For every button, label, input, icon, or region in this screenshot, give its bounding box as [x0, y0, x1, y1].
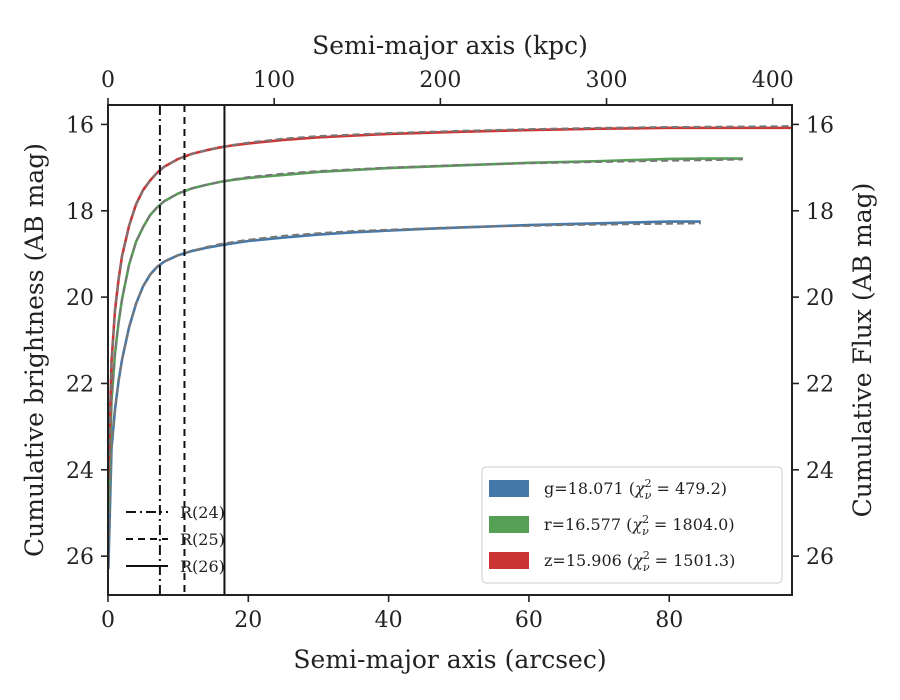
top-x-tick-label: 0	[101, 68, 115, 93]
series-legend-box	[481, 466, 783, 584]
top-x-tick-label: 300	[586, 68, 628, 93]
legend-sup: 2	[642, 513, 649, 526]
legend-main: g=18.071 (	[544, 479, 635, 498]
radius-lines-layer	[158, 105, 226, 595]
plot-border	[107, 104, 793, 596]
legend-chi: χ	[634, 479, 646, 498]
legend-sub: ν	[643, 561, 650, 574]
top-x-axis-title: Semi-major axis (kpc)	[312, 31, 588, 60]
legend-tail: = 1804.0)	[649, 515, 735, 534]
series-legend: g=18.071 (χ2 ν = 479.2)r=16.577 (χ2 ν = 18…	[481, 466, 783, 584]
legend-label-g: g=18.071 (χ2 ν = 479.2)	[544, 477, 727, 502]
radii-legend: R(24) R(25) R(26)	[126, 503, 225, 576]
bottom-x-axis-title: Semi-major axis (arcsec)	[293, 645, 606, 674]
y-tick-label: 22	[66, 372, 94, 397]
right-y-tick-label: 20	[806, 286, 834, 311]
curves-layer	[108, 125, 792, 570]
series-line-z	[108, 126, 792, 479]
legend-sub: ν	[642, 525, 649, 538]
x-tick-label: 0	[101, 608, 115, 633]
legend-sup: 2	[645, 477, 652, 490]
radii-legend-label: R(26)	[180, 557, 225, 576]
legend-swatch-r	[489, 516, 529, 533]
legend-sup: 2	[643, 549, 650, 562]
left-y-axis-title: Cumulative brightness (AB mag)	[20, 143, 49, 557]
model-line-r	[108, 158, 743, 513]
legend-chi: χ	[631, 515, 643, 534]
right-y-tick-label: 24	[806, 459, 834, 484]
legend-tail: = 1501.3)	[650, 551, 736, 570]
right-y-tick-label: 16	[806, 113, 834, 138]
y-tick-label: 18	[66, 200, 94, 225]
x-tick-label: 40	[375, 608, 403, 633]
right-y-tick-label: 26	[806, 545, 834, 570]
legend-swatch-g	[489, 480, 529, 497]
x-tick-label: 20	[234, 608, 262, 633]
legend-label-z: z=15.906 (χ2 ν = 1501.3)	[544, 549, 735, 574]
right-y-axis-title: Cumulative Flux (AB mag)	[848, 183, 877, 518]
right-y-tick-label: 18	[806, 200, 834, 225]
legend-chi: χ	[632, 551, 644, 570]
legend-main: r=16.577 (	[544, 515, 632, 534]
y-tick-label: 24	[66, 459, 94, 484]
radii-legend-label: R(24)	[180, 503, 225, 522]
x-tick-label: 60	[515, 608, 543, 633]
plot-frame	[107, 104, 793, 596]
top-x-tick-label: 200	[419, 68, 461, 93]
legend-tail: = 479.2)	[651, 479, 727, 498]
model-line-g	[108, 222, 701, 570]
legend-main: z=15.906 (	[544, 551, 633, 570]
top-x-tick-label: 100	[253, 68, 295, 93]
legend-label-r: r=16.577 (χ2 ν = 1804.0)	[544, 513, 735, 538]
right-y-tick-label: 22	[806, 372, 834, 397]
x-tick-label: 80	[655, 608, 683, 633]
legend-swatch-z	[489, 552, 529, 569]
legend-sub: ν	[645, 489, 652, 502]
radii-legend-label: R(25)	[180, 530, 225, 549]
y-tick-label: 26	[66, 545, 94, 570]
y-tick-label: 16	[66, 113, 94, 138]
y-tick-label: 20	[66, 286, 94, 311]
top-x-tick-label: 400	[752, 68, 794, 93]
